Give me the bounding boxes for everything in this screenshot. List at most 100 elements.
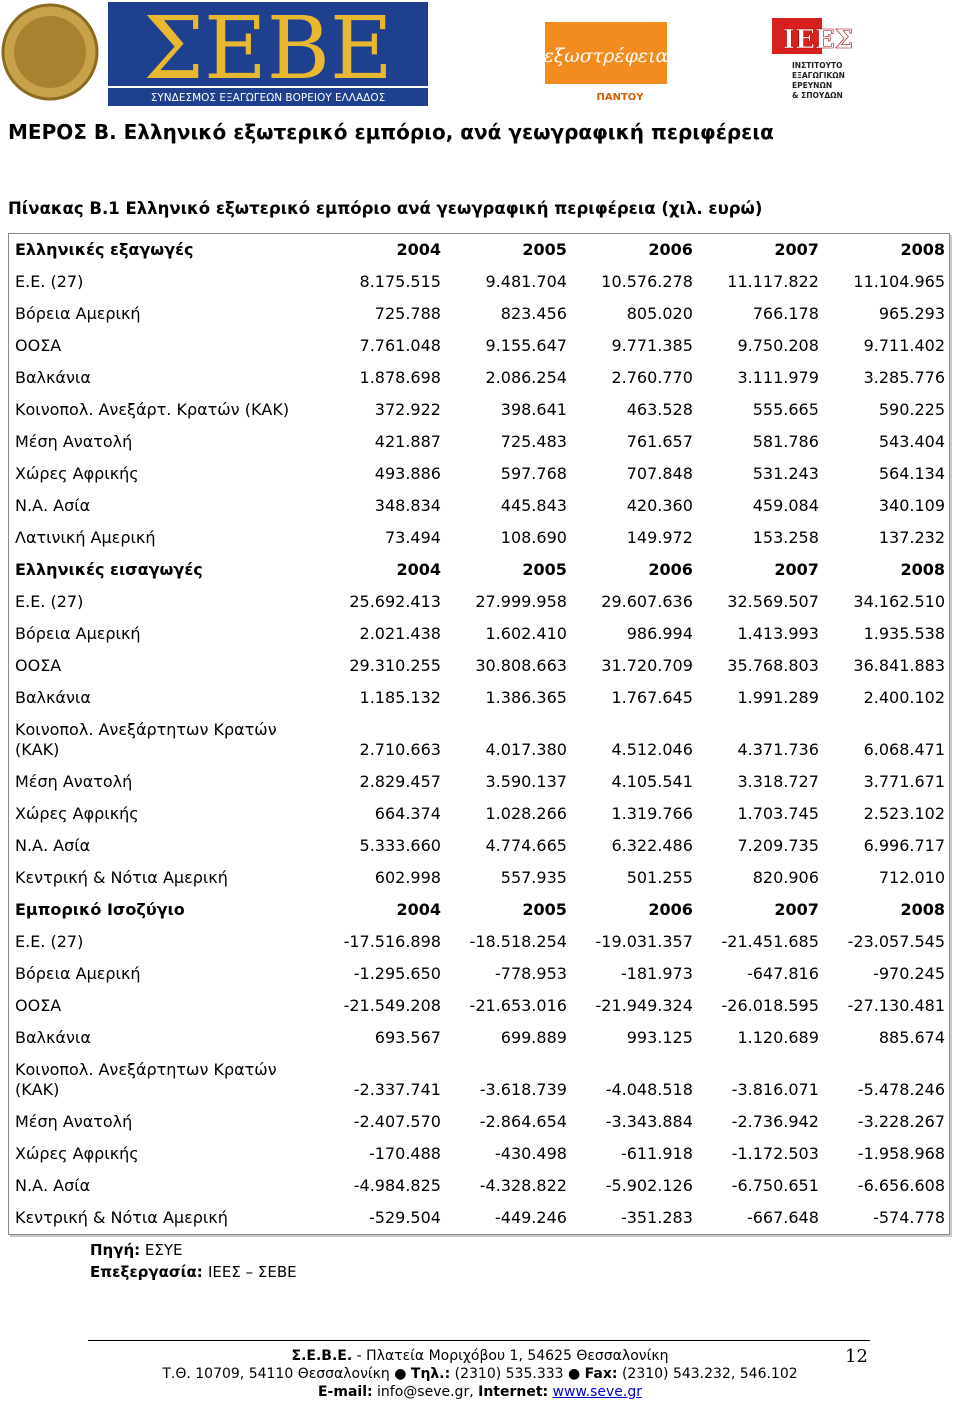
value-cell: 35.768.803 [727,656,819,675]
value-cell: -6.750.651 [731,1176,819,1195]
value-cell: 149.972 [626,528,693,547]
value-cell: 4.371.736 [737,740,819,759]
data-row: Χώρες Αφρικής 493.886 597.768 707.848 531.24… [9,458,950,490]
logo-line: & ΣΠΟΥΔΩΝ [792,91,843,100]
value-cell: 693.567 [374,1028,441,1047]
data-row: ΟΟΣΑ 29.310.255 30.808.663 31.720.709 35.768… [9,650,950,682]
header-row: Ελληνικές εξαγωγές 2004 2005 2006 2007 2008 [9,234,950,267]
value-cell: 602.998 [374,868,441,887]
value-cell: 420.360 [626,496,693,515]
value-cell: 9.155.647 [485,336,567,355]
value-cell: -2.337.741 [353,1080,441,1099]
value-cell: 29.310.255 [349,656,441,675]
value-cell: 4.512.046 [611,740,693,759]
value-cell: 581.786 [752,432,819,451]
value-cell: -2.407.570 [353,1112,441,1131]
year-header: 2005 [522,240,567,259]
value-cell: 1.185.132 [359,688,441,707]
section-header: Εμπορικό Ισοζύγιο [15,900,185,919]
value-cell: 30.808.663 [475,656,567,675]
value-cell: -21.653.016 [469,996,567,1015]
section-title: ΜΕΡΟΣ Β. Ελληνικό εξωτερικό εμπόριο, ανά… [8,120,774,144]
value-cell: -449.246 [495,1208,567,1227]
value-cell: 459.084 [752,496,819,515]
footer-fax: (2310) 543.232, 546.102 [621,1366,798,1382]
value-cell: 664.374 [374,804,441,823]
footer-address: - Πλατεία Μοριχόβου 1, 54625 Θεσσαλονίκη [356,1348,669,1364]
value-cell: 9.771.385 [611,336,693,355]
year-header: 2006 [648,240,693,259]
value-cell: 9.750.208 [737,336,819,355]
value-cell: 1.767.645 [611,688,693,707]
region-cell: Ε.Ε. (27) [15,932,84,951]
region-cell: Βόρεια Αμερική [15,304,141,323]
value-cell: 9.711.402 [863,336,945,355]
year-header: 2008 [900,900,945,919]
value-cell: 3.285.776 [863,368,945,387]
data-row: Βαλκάνια 1.185.132 1.386.365 1.767.645 1.991… [9,682,950,714]
value-cell: 29.607.636 [601,592,693,611]
logo-subtitle: ΠΑΝΤΟΥ [596,92,644,103]
data-row: Βόρεια Αμερική 725.788 823.456 805.020 766.1… [9,298,950,330]
value-cell: -170.488 [369,1144,441,1163]
value-cell: 31.720.709 [601,656,693,675]
value-cell: 766.178 [752,304,819,323]
header-row: Ελληνικές εισαγωγές 2004 2005 2006 2007 2008 [9,554,950,586]
value-cell: 73.494 [384,528,441,547]
region-cell: Μέση Ανατολή [15,1112,133,1131]
year-header: 2008 [900,240,945,259]
logo-bg [772,18,822,54]
data-row: Χώρες Αφρικής 664.374 1.028.266 1.319.766 1.… [9,798,950,830]
value-cell: 2.710.663 [359,740,441,759]
value-cell: -430.498 [495,1144,567,1163]
value-cell: 372.922 [374,400,441,419]
processing: Επεξεργασία: ΙΕΕΣ – ΣΕΒΕ [90,1263,297,1281]
value-cell: 2.523.102 [863,804,945,823]
value-cell: 6.322.486 [611,836,693,855]
value-cell: 531.243 [752,464,819,483]
year-header: 2004 [396,900,441,919]
footer-line: Σ.Ε.Β.Ε. - Πλατεία Μοριχόβου 1, 54625 Θε… [0,1348,960,1364]
logo-bar [108,88,428,106]
value-cell: 2.829.457 [359,772,441,791]
data-row: ΟΟΣΑ -21.549.208 -21.653.016 -21.949.324 -26… [9,990,950,1022]
data-row: Κεντρική & Νότια Αμερική -529.504 -449.246… [9,1202,950,1235]
value-cell: 2.760.770 [611,368,693,387]
region-cell: Ν.Α. Ασία [15,496,91,515]
value-cell: -3.816.071 [731,1080,819,1099]
page-number: 12 [845,1346,868,1367]
logo-bg [545,22,667,84]
value-cell: 36.841.883 [853,656,945,675]
value-cell: -970.245 [873,964,945,983]
value-cell: 34.162.510 [853,592,945,611]
region-cell: ΟΟΣΑ [15,336,62,355]
value-cell: 10.576.278 [601,272,693,291]
value-cell: -2.864.654 [479,1112,567,1131]
footer-url[interactable]: www.seve.gr [552,1384,643,1400]
region-cell: Κοινοπολ. Ανεξάρτητων Κρατών (ΚΑΚ) [15,720,277,759]
region-cell: Χώρες Αφρικής [15,464,139,483]
value-cell: -23.057.545 [847,932,945,951]
seve-logo: ΣΕΒΕ ΣΥΝΔΕΣΜΟΣ ΕΞΑΓΩΓΕΩΝ ΒΟΡΕΙΟΥ ΕΛΛΑΔΟΣ [1,0,428,106]
value-cell: 761.657 [626,432,693,451]
value-cell: 501.255 [626,868,693,887]
region-cell: ΟΟΣΑ [15,656,62,675]
value-cell: 3.111.979 [737,368,819,387]
region-cell: Βόρεια Αμερική [15,964,141,983]
data-row: Μέση Ανατολή 421.887 725.483 761.657 581.786… [9,426,950,458]
year-header: 2008 [900,560,945,579]
data-row: Ν.Α. Ασία 348.834 445.843 420.360 459.084 340… [9,490,950,522]
region-cell: Χώρες Αφρικής [15,1144,139,1163]
footer-fax-label: Fax: [584,1366,618,1382]
data-row: Βαλκάνια 693.567 699.889 993.125 1.120.689 88… [9,1022,950,1054]
value-cell: 27.999.958 [475,592,567,611]
footer-tel-label: Τηλ.: [410,1366,451,1382]
value-cell: 1.319.766 [611,804,693,823]
source: Πηγή: ΕΣΥΕ [90,1241,183,1259]
logo-subtitle: ΣΥΝΔΕΣΜΟΣ ΕΞΑΓΩΓΕΩΝ ΒΟΡΕΙΟΥ ΕΛΛΑΔΟΣ [151,92,386,104]
year-header: 2006 [648,900,693,919]
region-cell: Μέση Ανατολή [15,772,133,791]
data-row: Βόρεια Αμερική -1.295.650 -778.953 -181.973… [9,958,950,990]
iees-logo: ΙΕΕΣ ΙΝΣΤΙΤΟΥΤΟ ΕΞΑΓΩΓΙΚΩΝ ΕΡΕΥΝΩΝ & ΣΠΟ… [772,18,853,100]
data-row: Ε.Ε. (27) 25.692.413 27.999.958 29.607.636 3… [9,586,950,618]
